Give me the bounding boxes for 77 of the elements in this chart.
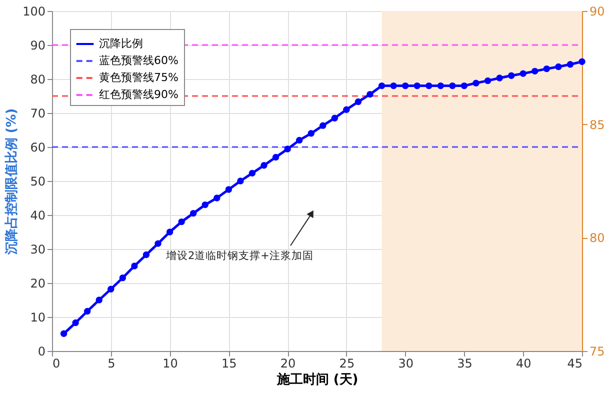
x-tick-label: 5: [108, 356, 116, 370]
point: [555, 63, 562, 70]
y-tick-label: 50: [30, 174, 46, 188]
y2-tick-label: 80: [590, 231, 605, 246]
y-axis-title: 沉降占控制限值比例 (%): [4, 108, 20, 256]
point: [178, 218, 185, 226]
x-tick-label: 45: [567, 356, 582, 370]
point: [496, 74, 503, 82]
y-tick-label: 40: [30, 208, 46, 222]
point: [320, 122, 326, 129]
point: [60, 330, 68, 338]
point: [366, 90, 374, 98]
point: [508, 72, 515, 79]
point: [520, 70, 526, 77]
point: [437, 82, 444, 90]
point: [154, 240, 162, 247]
point: [108, 286, 114, 292]
point: [354, 98, 362, 106]
y2-tick-label: 90: [590, 4, 605, 18]
x-tick-label: 30: [398, 356, 414, 370]
x-axis-title: 施工时间 (天): [276, 372, 358, 388]
point: [578, 58, 586, 66]
y-tick-label: 70: [30, 106, 46, 120]
y-tick-label: 80: [30, 72, 46, 86]
x-tick-label: 25: [339, 356, 355, 370]
point: [237, 178, 244, 184]
point: [119, 274, 126, 282]
point: [202, 201, 208, 208]
x-tick-label: 15: [222, 356, 237, 370]
x-tick-label: 40: [516, 356, 532, 370]
point: [84, 308, 91, 315]
point: [225, 186, 232, 193]
point: [449, 82, 456, 90]
point: [272, 154, 280, 161]
point: [402, 82, 409, 90]
point: [214, 194, 220, 202]
point: [96, 296, 102, 304]
point: [532, 68, 538, 75]
point: [566, 61, 574, 68]
y-tick-label: 30: [30, 242, 46, 256]
x-tick-label: 10: [162, 356, 178, 370]
legend-label: 黄色预警线75%: [99, 71, 178, 84]
y-tick-label: 90: [30, 38, 46, 52]
point: [484, 77, 492, 84]
point: [331, 114, 338, 122]
y-tick-label: 100: [22, 4, 46, 18]
point: [378, 82, 386, 90]
legend-label: 蓝色预警线60%: [99, 54, 178, 67]
point: [296, 136, 303, 144]
y2-tick-label: 75: [590, 344, 605, 358]
point: [284, 146, 291, 152]
legend-label: 沉降比例: [99, 37, 143, 50]
point: [248, 170, 256, 177]
point: [308, 130, 314, 137]
point: [131, 262, 138, 270]
point: [426, 82, 432, 90]
y2-tick-label: 85: [590, 118, 605, 132]
point: [166, 228, 174, 236]
point: [343, 106, 350, 113]
y-tick-label: 20: [30, 276, 46, 290]
point: [142, 251, 150, 258]
y-tick-label: 60: [30, 140, 46, 154]
y-tick-label: 0: [38, 344, 46, 358]
point: [260, 162, 268, 169]
point: [460, 82, 468, 90]
legend-label: 红色预警线90%: [99, 88, 178, 101]
x-tick-label: 20: [280, 356, 296, 370]
point: [414, 82, 420, 90]
point: [390, 82, 397, 90]
point: [543, 65, 550, 72]
x-tick-label: 35: [457, 356, 472, 370]
point: [472, 80, 480, 86]
x-tick-label: 0: [52, 356, 60, 370]
point: [72, 319, 79, 326]
y-tick-label: 10: [30, 310, 46, 324]
point: [190, 210, 197, 217]
annotation: 增设2道临时钢支撑+注浆加固: [164, 248, 314, 262]
